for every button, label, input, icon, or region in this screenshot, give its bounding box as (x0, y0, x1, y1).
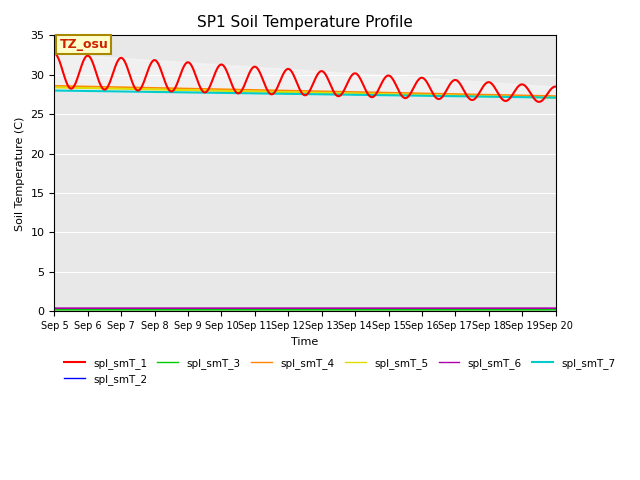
spl_smT_7 (162, 89, 170, 95)
spl_smT_2 (162, 306, 170, 312)
spl_smT_2 (150, 306, 157, 312)
spl_smT_3 (218, 307, 226, 312)
spl_smT_1 (51, 50, 58, 56)
spl_smT_1 (383, 73, 390, 79)
spl_smT_2 (218, 306, 226, 312)
Y-axis label: Soil Temperature (C): Soil Temperature (C) (15, 116, 25, 230)
spl_smT_4 (162, 85, 170, 91)
spl_smT_4 (552, 93, 559, 99)
spl_smT_3 (552, 307, 559, 312)
spl_smT_7 (218, 90, 226, 96)
spl_smT_4 (218, 86, 226, 92)
spl_smT_5 (383, 91, 390, 97)
spl_smT_1 (448, 79, 456, 85)
spl_smT_1 (552, 84, 559, 89)
spl_smT_2 (383, 306, 390, 312)
spl_smT_2 (448, 306, 456, 312)
spl_smT_5 (150, 86, 157, 92)
Line: spl_smT_7: spl_smT_7 (54, 91, 556, 97)
spl_smT_7 (552, 95, 559, 100)
spl_smT_1 (492, 87, 500, 93)
spl_smT_2 (552, 306, 559, 312)
spl_smT_4 (448, 91, 456, 97)
spl_smT_5 (218, 88, 226, 94)
spl_smT_6 (492, 305, 500, 311)
spl_smT_7 (150, 89, 157, 95)
spl_smT_4 (383, 90, 390, 96)
spl_smT_6 (448, 305, 456, 311)
X-axis label: Time: Time (291, 336, 319, 347)
spl_smT_3 (492, 307, 500, 312)
spl_smT_6 (552, 305, 559, 311)
spl_smT_7 (492, 94, 500, 100)
spl_smT_3 (383, 307, 390, 312)
spl_smT_6 (218, 305, 226, 311)
spl_smT_4 (51, 83, 58, 89)
spl_smT_5 (51, 84, 58, 90)
spl_smT_5 (448, 93, 456, 98)
spl_smT_5 (162, 87, 170, 93)
spl_smT_2 (492, 306, 500, 312)
Line: spl_smT_1: spl_smT_1 (54, 53, 556, 102)
spl_smT_3 (150, 307, 157, 312)
spl_smT_4 (492, 92, 500, 98)
spl_smT_5 (552, 95, 559, 100)
spl_smT_6 (150, 305, 157, 311)
spl_smT_3 (448, 307, 456, 312)
Line: spl_smT_5: spl_smT_5 (54, 87, 556, 97)
spl_smT_2 (51, 306, 58, 312)
spl_smT_6 (383, 305, 390, 311)
spl_smT_6 (51, 305, 58, 311)
spl_smT_5 (492, 94, 500, 99)
spl_smT_3 (162, 307, 170, 312)
spl_smT_7 (448, 93, 456, 99)
Line: spl_smT_4: spl_smT_4 (54, 86, 556, 96)
spl_smT_4 (150, 85, 157, 91)
Title: SP1 Soil Temperature Profile: SP1 Soil Temperature Profile (197, 15, 413, 30)
spl_smT_1 (162, 81, 170, 87)
Text: TZ_osu: TZ_osu (60, 38, 108, 51)
spl_smT_1 (535, 99, 543, 105)
spl_smT_6 (162, 305, 170, 311)
Legend: spl_smT_1, spl_smT_2, spl_smT_3, spl_smT_4, spl_smT_5, spl_smT_6, spl_smT_7: spl_smT_1, spl_smT_2, spl_smT_3, spl_smT… (60, 354, 620, 389)
spl_smT_3 (51, 307, 58, 312)
spl_smT_7 (51, 88, 58, 94)
spl_smT_7 (383, 92, 390, 98)
spl_smT_1 (150, 58, 157, 63)
spl_smT_1 (218, 62, 226, 68)
